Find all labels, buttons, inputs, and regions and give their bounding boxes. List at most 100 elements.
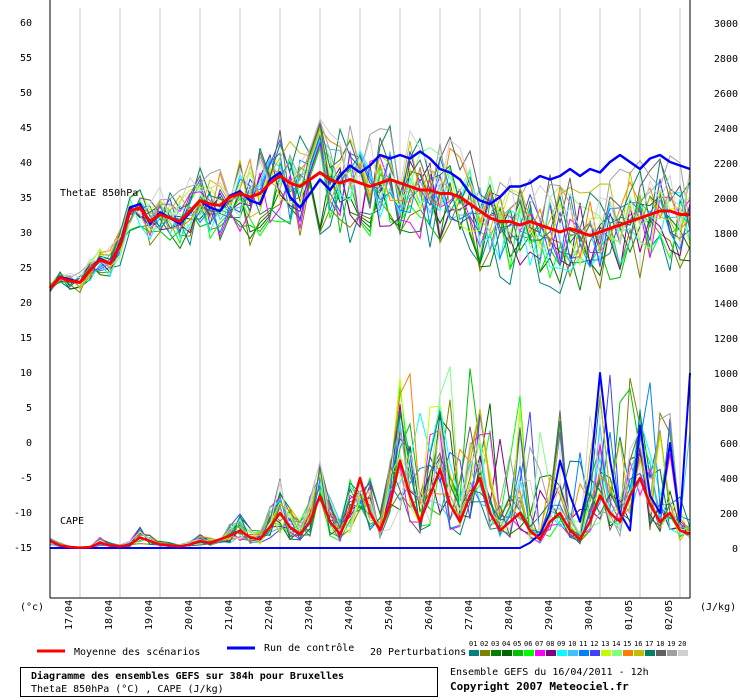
perturbation-id: 01 [469, 640, 477, 648]
x-tick-label: 17/04 [64, 600, 75, 630]
copyright: Copyright 2007 Meteociel.fr [450, 680, 629, 693]
main-lines [48, 150, 691, 549]
perturbation-swatch [601, 650, 611, 656]
right-tick-label: 2600 [714, 89, 738, 100]
right-tick-label: 1600 [714, 264, 738, 275]
perturbation-line-thetae [49, 124, 691, 292]
right-tick-label: 2000 [714, 194, 738, 205]
thetae-label: ThetaE 850hPa [60, 188, 138, 199]
right-unit-label: (J/kg) [700, 602, 736, 613]
x-tick-label: 21/04 [224, 600, 235, 630]
right-tick-label: 1400 [714, 299, 738, 310]
run-info-block: Ensemble GEFS du 16/04/2011 - 12h Copyri… [450, 666, 649, 694]
left-tick-label: 30 [20, 228, 32, 239]
x-tick-label: 01/05 [624, 600, 635, 630]
x-tick-label: 27/04 [464, 600, 475, 630]
perturbation-id: 04 [502, 640, 510, 648]
chart-axes [49, 0, 691, 599]
perturbation-id: 08 [546, 640, 554, 648]
mean-line-thetae [48, 171, 690, 290]
run-info: Ensemble GEFS du 16/04/2011 - 12h [450, 667, 649, 678]
perturbation-line-thetae [49, 134, 691, 285]
right-tick-label: 1800 [714, 229, 738, 240]
right-tick-label: 0 [732, 544, 738, 555]
right-tick-label: 200 [720, 509, 738, 520]
perturbation-id: 17 [645, 640, 653, 648]
chart-subtitle: ThetaE 850hPa (°C) , CAPE (J/kg) [31, 684, 224, 695]
legend-mean-label: Moyenne des scénarios [74, 646, 200, 658]
perturbation-id: 06 [524, 640, 532, 648]
perturbation-swatch [513, 650, 523, 656]
legend-control-label: Run de contrôle [264, 642, 354, 654]
left-tick-label: 20 [20, 298, 32, 309]
left-tick-label: -5 [20, 473, 32, 484]
left-tick-label: 45 [20, 123, 32, 134]
mean-line-cape [49, 459, 691, 549]
perturbation-swatch [667, 650, 677, 656]
perturbation-swatch [656, 650, 666, 656]
perturbation-id: 10 [568, 640, 576, 648]
perturbation-swatch [634, 650, 644, 656]
perturbation-id: 15 [623, 640, 631, 648]
perturbation-id: 03 [491, 640, 499, 648]
left-tick-label: 50 [20, 88, 32, 99]
left-tick-label: -10 [14, 508, 32, 519]
left-tick-label: 5 [26, 403, 32, 414]
right-tick-label: 400 [720, 474, 738, 485]
x-tick-label: 28/04 [504, 600, 515, 630]
perturbation-swatch [623, 650, 633, 656]
x-axis-ticks: 17/04 18/04 19/04 20/04 21/04 22/04 23/04 24/04… [64, 600, 675, 630]
perturbation-swatch [568, 650, 578, 656]
perturbation-id: 20 [678, 640, 686, 648]
control-line-cape [50, 372, 691, 549]
x-tick-label: 30/04 [584, 600, 595, 630]
perturbation-id: 09 [557, 640, 565, 648]
perturbation-swatch [491, 650, 501, 656]
chart-title-box: Diagramme des ensembles GEFS sur 384h po… [20, 667, 438, 697]
right-tick-label: 800 [720, 404, 738, 415]
x-tick-label: 20/04 [184, 600, 195, 630]
left-tick-label: -15 [14, 543, 32, 554]
right-tick-label: 2200 [714, 159, 738, 170]
perturbation-swatch [524, 650, 534, 656]
perturbation-id: 12 [590, 640, 598, 648]
left-tick-label: 60 [20, 18, 32, 29]
perturbation-id: 18 [656, 640, 664, 648]
perturbation-swatch [535, 650, 545, 656]
x-tick-label: 19/04 [144, 600, 155, 630]
x-tick-label: 23/04 [304, 600, 315, 630]
right-tick-label: 2800 [714, 54, 738, 65]
perturbation-swatch [645, 650, 655, 656]
left-tick-label: 55 [20, 53, 32, 64]
perturbation-line-thetae [49, 147, 691, 290]
x-tick-label: 24/04 [344, 600, 355, 630]
right-tick-label: 1000 [714, 369, 738, 380]
perturbation-swatch [590, 650, 600, 656]
right-tick-label: 2400 [714, 124, 738, 135]
perturbation-lines [49, 117, 691, 549]
x-tick-label: 18/04 [104, 600, 115, 630]
perturbation-swatch [579, 650, 589, 656]
perturbation-id: 02 [480, 640, 488, 648]
perturbation-id: 11 [579, 640, 587, 648]
perturbation-swatch [678, 650, 688, 656]
x-tick-label: 26/04 [424, 600, 435, 630]
perturbation-swatch [502, 650, 512, 656]
perturbation-id: 05 [513, 640, 521, 648]
right-tick-label: 600 [720, 439, 738, 450]
perturbation-swatch [469, 650, 479, 656]
right-tick-label: 3000 [714, 19, 738, 30]
right-axis-ticks: 3000280026002400220020001800160014001200… [714, 19, 738, 555]
perturbation-line-thetae [49, 126, 691, 290]
perturbation-line-thetae [49, 128, 691, 290]
perturbation-id: 07 [535, 640, 543, 648]
left-tick-label: 10 [20, 368, 32, 379]
legend-perturbations-label: 20 Perturbations [370, 647, 466, 658]
perturbation-swatch [557, 650, 567, 656]
cape-label: CAPE [60, 516, 84, 527]
x-tick-label: 29/04 [544, 600, 555, 630]
perturbation-id: 14 [612, 640, 620, 648]
perturbation-line-thetae [49, 127, 691, 288]
